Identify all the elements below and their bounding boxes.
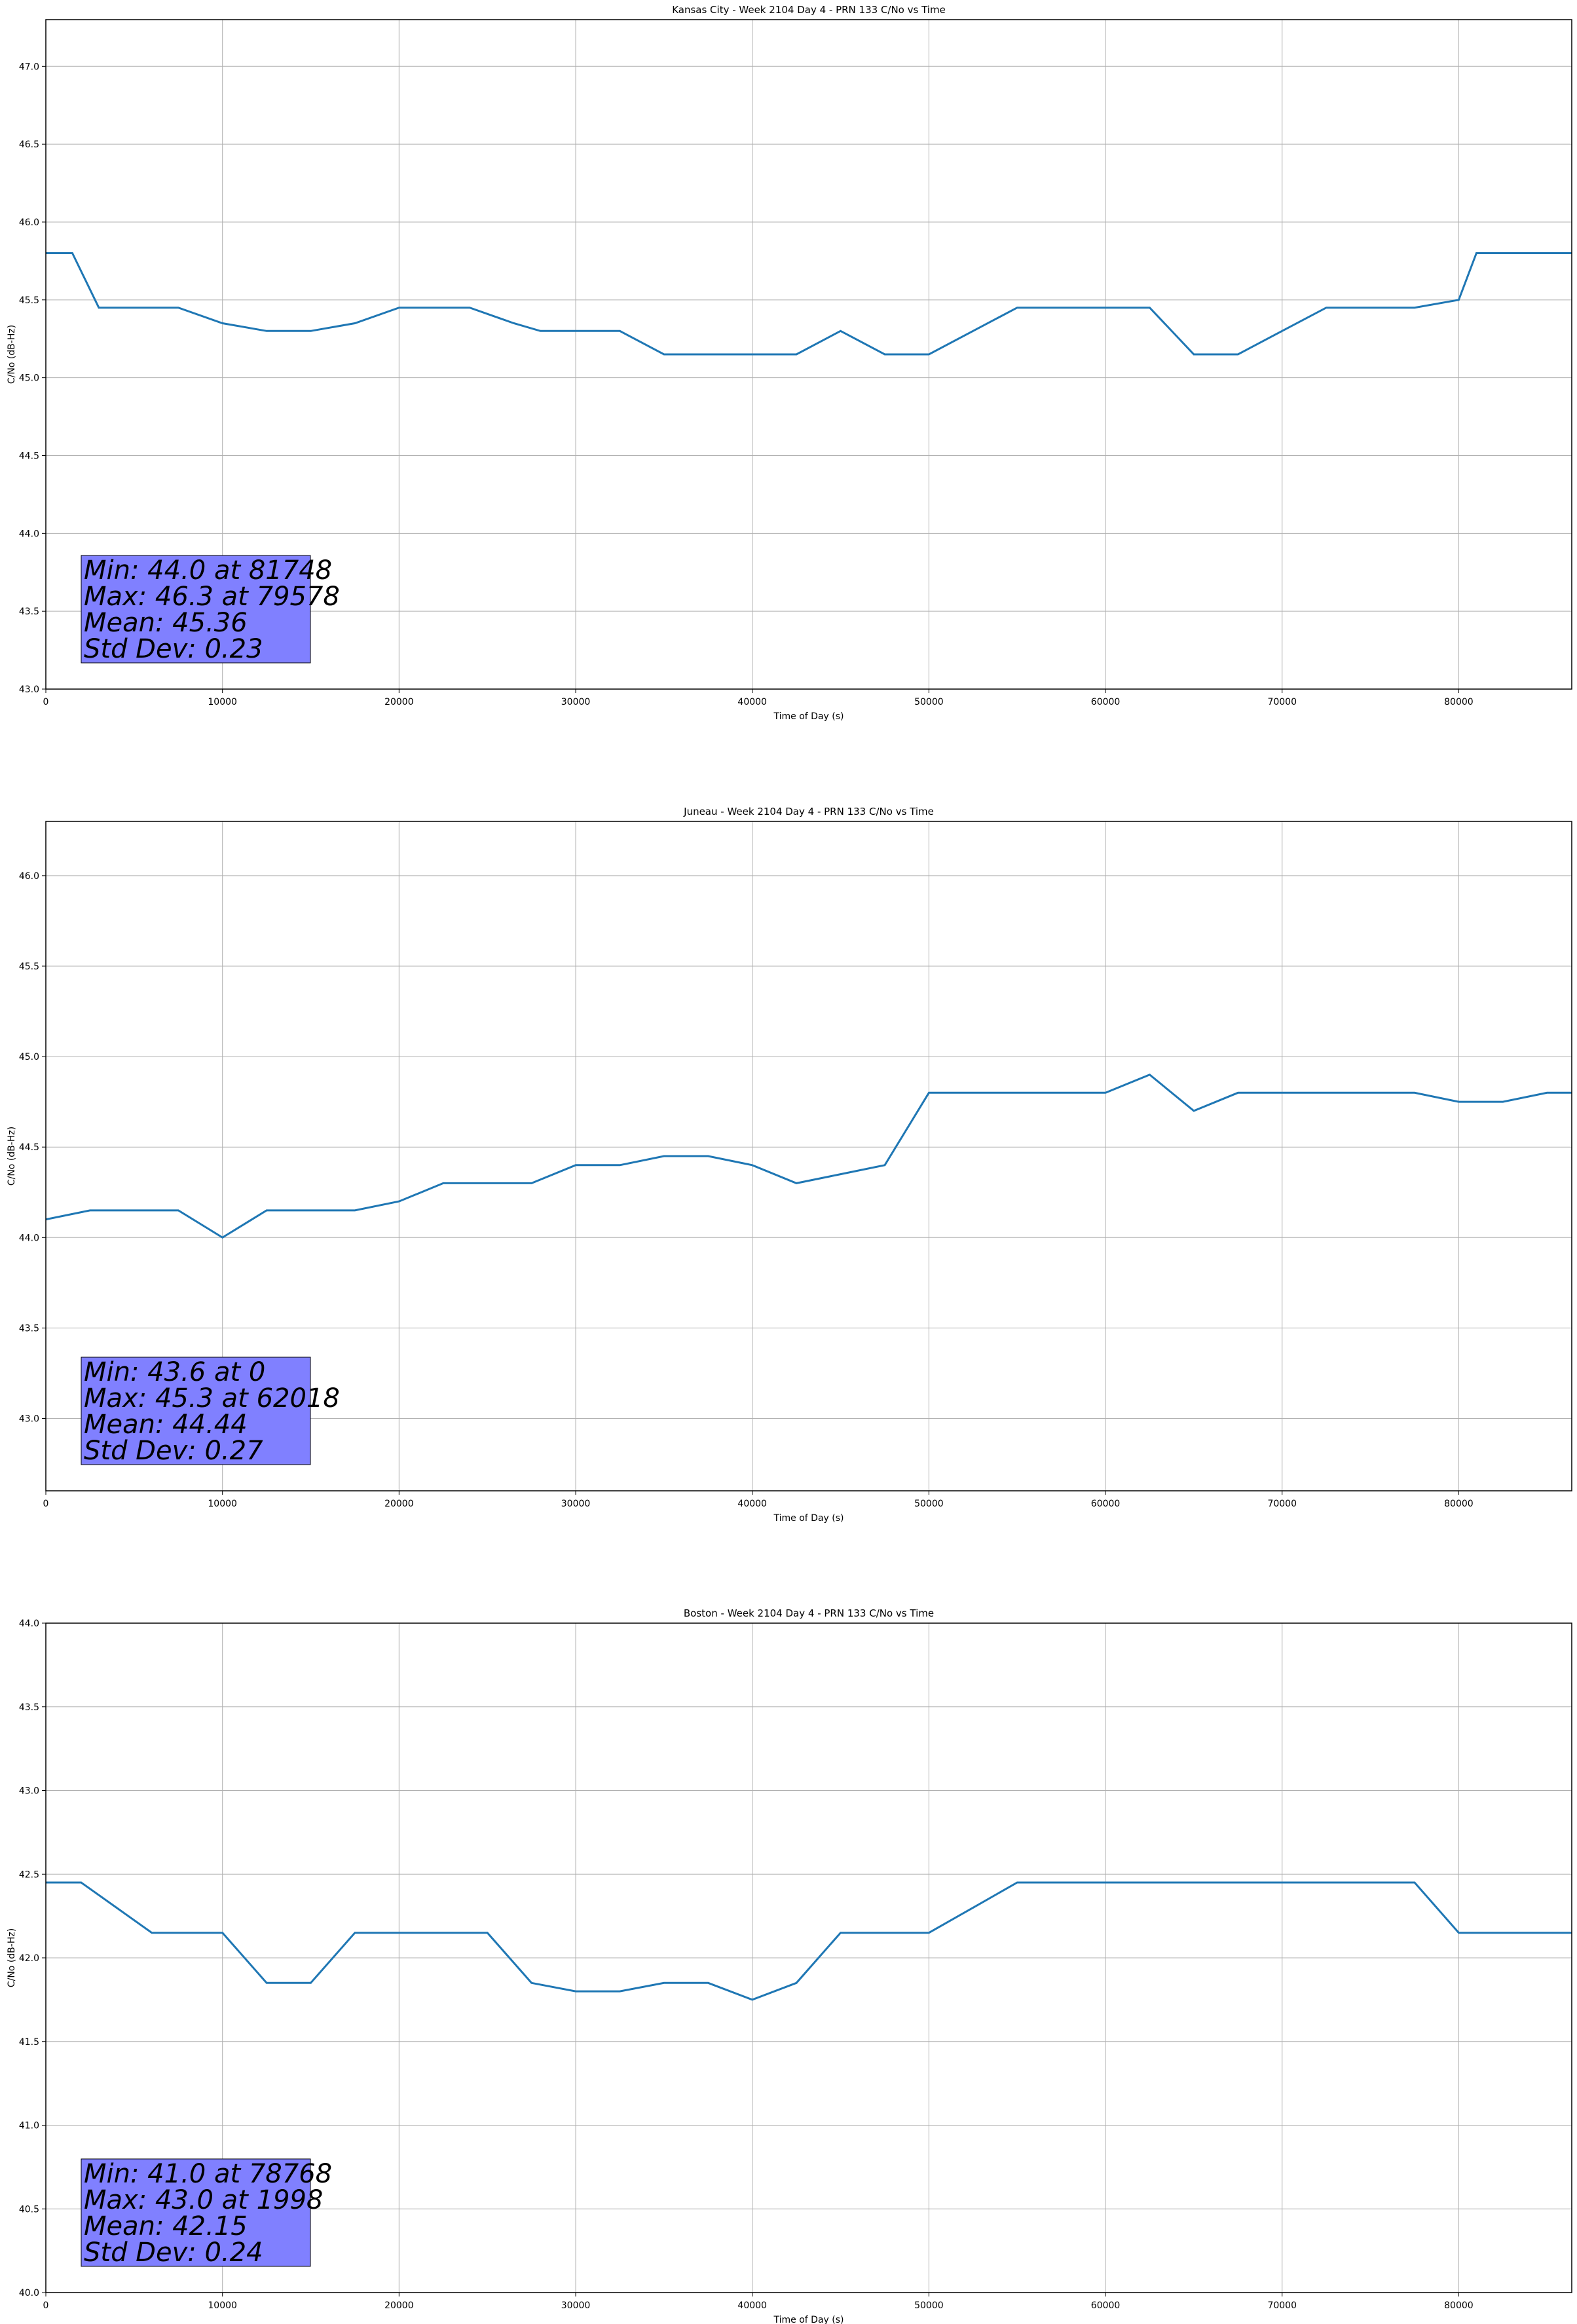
stats-line: Max: 46.3 at 79578 xyxy=(84,582,340,612)
y-tick-label: 41.0 xyxy=(19,2121,39,2131)
chart-panel-1: 0 10000 20000 30000 40000 50000 60000 70000 8000… xyxy=(7,4,1572,722)
stats-line: Mean: 42.15 xyxy=(84,2211,248,2241)
y-axis-label: C/No (dB-Hz) xyxy=(7,1127,17,1186)
y-tick-label: 43.0 xyxy=(19,684,39,695)
x-axis-label: Time of Day (s) xyxy=(773,711,844,722)
x-tick-label: 60000 xyxy=(1091,1499,1121,1509)
x-tick-label: 20000 xyxy=(384,2300,414,2311)
x-axis-label: Time of Day (s) xyxy=(773,1513,844,1524)
chart-panel-2: 0 10000 20000 30000 40000 50000 60000 70000 8000… xyxy=(7,806,1572,1524)
y-tick-label: 44.0 xyxy=(19,529,39,539)
y-tick-label: 43.5 xyxy=(19,1702,39,1713)
y-tick-label: 46.5 xyxy=(19,140,39,150)
x-tick-label: 70000 xyxy=(1267,1499,1297,1509)
x-axis-label: Time of Day (s) xyxy=(773,2315,844,2324)
y-tick-label: 44.0 xyxy=(19,1233,39,1243)
stats-line: Mean: 45.36 xyxy=(84,608,248,638)
x-tick-label: 20000 xyxy=(384,697,414,707)
x-tick-label: 0 xyxy=(43,697,49,707)
y-tick-label: 43.0 xyxy=(19,1786,39,1797)
stats-line: Max: 43.0 at 1998 xyxy=(84,2185,323,2215)
y-axis-label: C/No (dB-Hz) xyxy=(7,325,17,384)
x-tick-label: 0 xyxy=(43,2300,49,2311)
x-tick-label: 20000 xyxy=(384,1499,414,1509)
stats-line: Min: 44.0 at 81748 xyxy=(84,555,332,586)
stats-line: Max: 45.3 at 62018 xyxy=(84,1383,340,1414)
x-tick-label: 30000 xyxy=(561,697,591,707)
x-tick-label: 40000 xyxy=(737,2300,767,2311)
series-line-1 xyxy=(46,1073,1572,1239)
x-tick-label: 30000 xyxy=(561,1499,591,1509)
stats-line: Std Dev: 0.23 xyxy=(84,634,263,664)
stats-line: Std Dev: 0.27 xyxy=(84,1436,263,1466)
x-tick-label: 80000 xyxy=(1444,1499,1474,1509)
x-tick-label: 70000 xyxy=(1267,697,1297,707)
y-axis-label: C/No (dB-Hz) xyxy=(7,1928,17,1987)
y-tick-label: 42.5 xyxy=(19,1869,39,1880)
y-tick-label: 46.0 xyxy=(19,871,39,882)
y-tick-label: 43.0 xyxy=(19,1414,39,1425)
y-tick-label: 43.5 xyxy=(19,607,39,617)
y-tick-label: 41.5 xyxy=(19,2037,39,2048)
stats-box xyxy=(81,2158,311,2267)
x-tick-label: 10000 xyxy=(208,2300,237,2311)
stats-line: Mean: 44.44 xyxy=(84,1410,248,1440)
x-tick-label: 80000 xyxy=(1444,697,1474,707)
x-tick-label: 70000 xyxy=(1267,2300,1297,2311)
y-tick-label: 44.5 xyxy=(19,451,39,461)
x-tick-label: 60000 xyxy=(1091,2300,1121,2311)
y-tick-label: 45.0 xyxy=(19,373,39,384)
stats-line: Min: 41.0 at 78768 xyxy=(84,2159,332,2189)
y-tick-label: 40.5 xyxy=(19,2204,39,2215)
chart-title: Kansas City - Week 2104 Day 4 - PRN 133 … xyxy=(672,4,946,16)
x-tick-label: 80000 xyxy=(1444,2300,1474,2311)
x-tick-label: 10000 xyxy=(208,697,237,707)
y-tick-label: 46.0 xyxy=(19,217,39,228)
stats-line: Std Dev: 0.24 xyxy=(84,2238,263,2268)
stats-line: Min: 43.6 at 0 xyxy=(84,1357,265,1387)
x-tick-label: 40000 xyxy=(737,697,767,707)
x-tick-label: 30000 xyxy=(561,2300,591,2311)
y-tick-label: 45.5 xyxy=(19,295,39,306)
y-tick-label: 44.0 xyxy=(19,1619,39,1629)
chart-title: Juneau - Week 2104 Day 4 - PRN 133 C/No … xyxy=(683,806,934,817)
chart-panel-3: 0 10000 20000 30000 40000 50000 60000 70000 8000… xyxy=(7,1607,1572,2324)
x-tick-label: 40000 xyxy=(737,1499,767,1509)
x-tick-label: 10000 xyxy=(208,1499,237,1509)
x-tick-label: 50000 xyxy=(914,697,944,707)
series-line-1 xyxy=(46,252,1572,356)
y-tick-label: 42.0 xyxy=(19,1953,39,1964)
y-tick-label: 40.0 xyxy=(19,2288,39,2298)
series-line-1 xyxy=(46,1881,1572,2001)
plot-frame xyxy=(45,19,1572,690)
x-tick-label: 50000 xyxy=(914,2300,944,2311)
y-tick-label: 45.0 xyxy=(19,1052,39,1062)
x-tick-label: 50000 xyxy=(914,1499,944,1509)
x-tick-label: 0 xyxy=(43,1499,49,1509)
stats-box xyxy=(81,555,311,664)
y-tick-label: 44.5 xyxy=(19,1142,39,1153)
plot-frame xyxy=(45,821,1572,1491)
y-tick-label: 45.5 xyxy=(19,962,39,972)
y-tick-label: 47.0 xyxy=(19,62,39,72)
chart-title: Boston - Week 2104 Day 4 - PRN 133 C/No … xyxy=(684,1607,934,1619)
stats-box xyxy=(81,1357,311,1465)
x-tick-label: 60000 xyxy=(1091,697,1121,707)
y-tick-label: 43.5 xyxy=(19,1323,39,1334)
